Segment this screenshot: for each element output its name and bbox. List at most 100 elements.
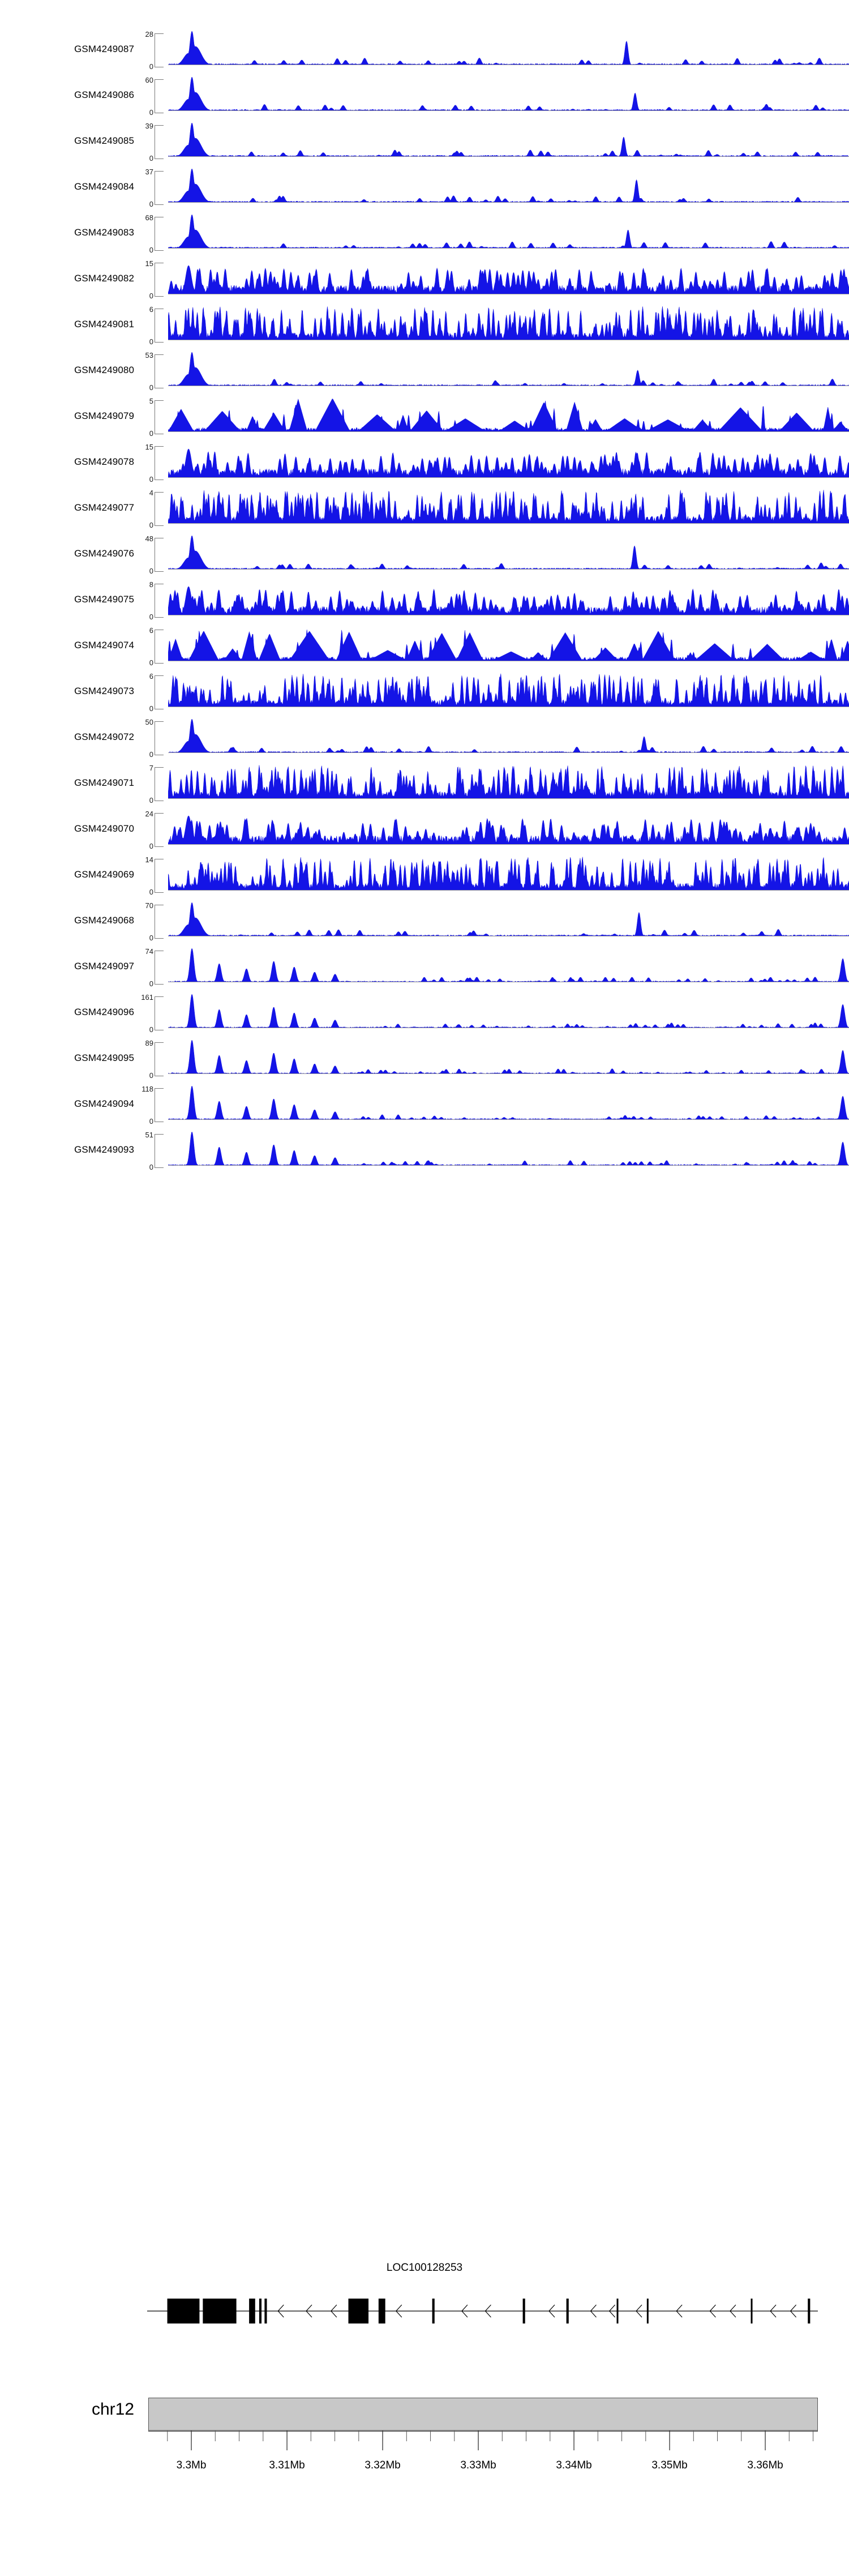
coverage-area bbox=[168, 1132, 849, 1166]
track-y-axis: 53 0 bbox=[134, 352, 168, 392]
coverage-area bbox=[168, 1086, 849, 1120]
coverage-track: GSM4249077 4 0 bbox=[0, 489, 849, 529]
axis-bracket bbox=[155, 171, 164, 205]
axis-bracket bbox=[155, 813, 164, 847]
coverage-track: GSM4249093 51 0 bbox=[0, 1131, 849, 1171]
coverage-plot bbox=[168, 1132, 849, 1168]
axis-max-label: 15 bbox=[145, 443, 153, 451]
strand-arrow-icon bbox=[770, 2304, 777, 2318]
track-y-axis: 74 0 bbox=[134, 948, 168, 987]
strand-arrow-icon bbox=[461, 2304, 468, 2318]
coordinate-tick-labels: 3.3Mb 3.31Mb 3.32Mb 3.33Mb 3.34Mb 3.35Mb 3.36M… bbox=[0, 2459, 849, 2482]
coverage-track: GSM4249084 37 0 bbox=[0, 168, 849, 208]
axis-min-label: 0 bbox=[149, 1163, 153, 1171]
track-baseline bbox=[168, 844, 849, 845]
coverage-area bbox=[168, 306, 849, 340]
genomic-coordinate-axis: 3.3Mb 3.31Mb 3.32Mb 3.33Mb 3.34Mb 3.35Mb 3.36M… bbox=[0, 2430, 849, 2498]
axis-max-label: 39 bbox=[145, 122, 153, 130]
coverage-plot bbox=[168, 306, 849, 343]
coordinate-label: 3.3Mb bbox=[176, 2459, 207, 2471]
strand-arrow-icon bbox=[590, 2304, 597, 2318]
coverage-track: GSM4249085 39 0 bbox=[0, 122, 849, 162]
coverage-track-list: GSM4249087 28 0 GSM4249086 60 0 GSM4249085 39 0 G… bbox=[0, 31, 849, 1178]
track-y-axis: 68 0 bbox=[134, 214, 168, 254]
coverage-area bbox=[168, 948, 849, 982]
axis-max-label: 5 bbox=[149, 397, 153, 405]
coverage-area bbox=[168, 352, 849, 386]
coverage-area bbox=[168, 719, 849, 753]
axis-min-label: 0 bbox=[149, 613, 153, 621]
track-label: GSM4249072 bbox=[74, 731, 134, 742]
gene-model-track bbox=[147, 2291, 818, 2331]
coverage-plot bbox=[168, 77, 849, 113]
track-y-axis: 15 0 bbox=[134, 443, 168, 483]
coverage-track: GSM4249094 118 0 bbox=[0, 1085, 849, 1126]
track-label: GSM4249083 bbox=[74, 227, 134, 238]
coverage-plot bbox=[168, 1086, 849, 1122]
axis-max-label: 6 bbox=[149, 672, 153, 681]
axis-max-label: 4 bbox=[149, 489, 153, 497]
coverage-area bbox=[168, 765, 849, 799]
strand-arrow-icon bbox=[676, 2304, 683, 2318]
coverage-plot bbox=[168, 1040, 849, 1076]
strand-arrow-icon bbox=[709, 2304, 716, 2318]
axis-max-label: 24 bbox=[145, 810, 153, 818]
coverage-area bbox=[168, 169, 849, 203]
coverage-area bbox=[168, 857, 849, 891]
axis-min-label: 0 bbox=[149, 934, 153, 942]
coverage-area bbox=[168, 994, 849, 1028]
track-baseline bbox=[168, 752, 849, 753]
coverage-plot bbox=[168, 994, 849, 1030]
coverage-area bbox=[168, 630, 849, 661]
coverage-plot bbox=[168, 123, 849, 159]
axis-max-label: 89 bbox=[145, 1039, 153, 1047]
axis-min-label: 0 bbox=[149, 1117, 153, 1126]
track-baseline bbox=[168, 890, 849, 891]
axis-min-label: 0 bbox=[149, 337, 153, 346]
gene-name-label: LOC100128253 bbox=[386, 2262, 463, 2274]
axis-min-label: 0 bbox=[149, 475, 153, 483]
track-label: GSM4249080 bbox=[74, 365, 134, 375]
axis-min-label: 0 bbox=[149, 383, 153, 392]
track-baseline bbox=[168, 798, 849, 799]
axis-max-label: 118 bbox=[142, 1085, 153, 1093]
coverage-plot bbox=[168, 536, 849, 572]
axis-max-label: 14 bbox=[145, 855, 153, 864]
coverage-area bbox=[168, 215, 849, 249]
gene-exon bbox=[522, 2299, 525, 2323]
strand-arrow-icon bbox=[396, 2304, 402, 2318]
axis-max-label: 48 bbox=[145, 534, 153, 543]
axis-min-label: 0 bbox=[149, 750, 153, 759]
axis-max-label: 8 bbox=[149, 580, 153, 589]
gene-exon bbox=[259, 2299, 262, 2323]
track-label: GSM4249070 bbox=[74, 823, 134, 834]
track-label: GSM4249087 bbox=[74, 44, 134, 54]
track-label: GSM4249094 bbox=[74, 1098, 134, 1109]
coverage-track: GSM4249083 68 0 bbox=[0, 214, 849, 254]
coverage-area bbox=[168, 265, 849, 294]
track-y-axis: 48 0 bbox=[134, 534, 168, 575]
coverage-area bbox=[168, 536, 849, 570]
coverage-plot bbox=[168, 581, 849, 618]
coverage-area bbox=[168, 31, 849, 65]
track-y-axis: 24 0 bbox=[134, 810, 168, 850]
gene-exon bbox=[808, 2299, 811, 2323]
axis-bracket bbox=[155, 767, 164, 801]
track-baseline bbox=[168, 248, 849, 249]
coverage-plot bbox=[168, 215, 849, 251]
coverage-plot bbox=[168, 490, 849, 526]
ideogram-bar bbox=[148, 2398, 818, 2432]
gene-exon bbox=[432, 2299, 435, 2323]
axis-min-label: 0 bbox=[149, 292, 153, 300]
coverage-area bbox=[168, 399, 849, 432]
coverage-area bbox=[168, 586, 849, 615]
coverage-plot bbox=[168, 765, 849, 801]
coverage-plot bbox=[168, 857, 849, 893]
axis-bracket bbox=[155, 584, 164, 618]
axis-bracket bbox=[155, 859, 164, 893]
track-y-axis: 118 0 bbox=[134, 1085, 168, 1126]
gene-model-svg bbox=[147, 2299, 818, 2323]
track-y-axis: 70 0 bbox=[134, 902, 168, 942]
